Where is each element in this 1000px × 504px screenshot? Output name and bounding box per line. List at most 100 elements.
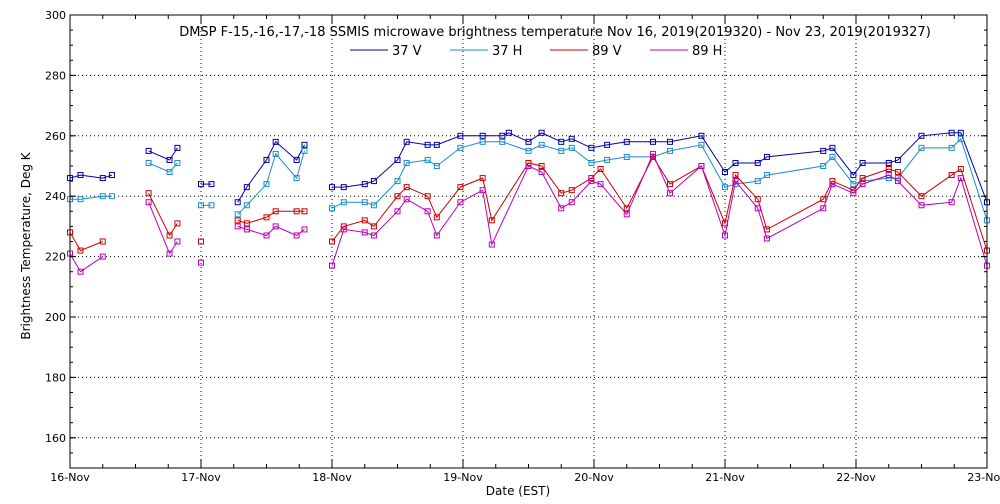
data-point bbox=[234, 199, 241, 206]
data-point bbox=[208, 181, 215, 188]
data-point bbox=[403, 184, 410, 191]
data-point bbox=[166, 250, 173, 257]
data-point bbox=[293, 175, 300, 182]
data-point bbox=[424, 208, 431, 215]
data-point bbox=[272, 138, 279, 145]
x-tick-label: 19-Nov bbox=[443, 471, 483, 484]
data-point bbox=[568, 135, 575, 142]
data-point bbox=[588, 178, 595, 185]
series-line bbox=[237, 225, 305, 237]
data-point bbox=[243, 226, 250, 233]
series-line bbox=[69, 232, 103, 252]
x-tick-label: 21-Nov bbox=[705, 471, 745, 484]
data-point bbox=[99, 175, 106, 182]
data-point bbox=[479, 175, 486, 182]
y-tick-label: 180 bbox=[45, 371, 66, 384]
data-point bbox=[433, 141, 440, 148]
data-point bbox=[361, 229, 368, 236]
series-line bbox=[148, 192, 178, 237]
data-point bbox=[604, 156, 611, 163]
data-point bbox=[850, 181, 857, 188]
data-point bbox=[623, 211, 630, 218]
data-point bbox=[918, 202, 925, 209]
data-point bbox=[538, 169, 545, 176]
data-point bbox=[457, 144, 464, 151]
series-line bbox=[332, 132, 988, 203]
data-point bbox=[394, 208, 401, 215]
data-point bbox=[698, 141, 705, 148]
data-point bbox=[488, 217, 495, 224]
data-point bbox=[208, 202, 215, 209]
series-line bbox=[148, 147, 178, 161]
series-line bbox=[331, 152, 988, 266]
data-point bbox=[754, 159, 761, 166]
data-point bbox=[234, 211, 241, 218]
data-point bbox=[457, 184, 464, 191]
y-tick-label: 200 bbox=[45, 311, 66, 324]
series-line bbox=[237, 210, 305, 224]
data-point bbox=[457, 132, 464, 139]
data-point bbox=[604, 141, 611, 148]
data-point bbox=[77, 172, 84, 179]
data-point bbox=[820, 163, 827, 169]
data-point bbox=[597, 181, 604, 188]
data-point bbox=[918, 144, 925, 151]
data-point bbox=[754, 178, 761, 185]
data-point bbox=[166, 232, 173, 239]
data-point bbox=[666, 190, 673, 197]
y-tick-label: 220 bbox=[45, 251, 66, 264]
data-point bbox=[145, 199, 152, 206]
data-point bbox=[174, 144, 181, 151]
data-point bbox=[479, 138, 486, 145]
data-point bbox=[394, 156, 401, 163]
data-point bbox=[499, 138, 506, 145]
data-point bbox=[301, 141, 308, 148]
data-point bbox=[538, 163, 545, 169]
data-point bbox=[698, 132, 705, 139]
data-point bbox=[948, 199, 955, 206]
data-point bbox=[666, 147, 673, 154]
x-tick-label: 23-Nov bbox=[967, 471, 1000, 484]
data-point bbox=[763, 235, 770, 242]
data-point bbox=[394, 193, 401, 200]
data-point bbox=[525, 147, 532, 154]
data-point bbox=[361, 217, 368, 224]
series-line bbox=[237, 150, 305, 215]
data-point bbox=[370, 202, 377, 209]
data-point bbox=[370, 232, 377, 239]
data-point bbox=[558, 147, 565, 154]
data-point bbox=[361, 181, 368, 188]
data-point bbox=[820, 205, 827, 212]
data-point bbox=[272, 223, 279, 230]
data-point bbox=[198, 202, 204, 209]
data-point bbox=[263, 181, 270, 188]
data-point bbox=[394, 178, 401, 185]
data-point bbox=[754, 196, 761, 203]
data-point bbox=[568, 199, 575, 206]
data-point bbox=[479, 132, 486, 139]
data-point bbox=[433, 163, 440, 169]
data-point bbox=[722, 169, 728, 176]
data-point bbox=[424, 193, 431, 200]
data-point bbox=[403, 196, 410, 203]
data-point bbox=[957, 175, 964, 182]
data-point bbox=[732, 178, 739, 185]
data-point bbox=[918, 132, 925, 139]
data-point bbox=[293, 208, 300, 215]
data-point bbox=[754, 205, 761, 212]
series-89-h bbox=[67, 150, 990, 275]
data-point bbox=[433, 232, 440, 239]
data-point bbox=[99, 193, 106, 200]
data-point bbox=[433, 214, 440, 221]
data-point bbox=[243, 184, 250, 191]
legend: 37 V 37 H 89 V 89 H bbox=[350, 44, 722, 59]
data-point bbox=[505, 129, 512, 136]
data-point bbox=[361, 199, 368, 206]
data-point bbox=[948, 144, 955, 151]
data-point bbox=[263, 232, 270, 239]
data-point bbox=[243, 220, 250, 227]
data-point bbox=[198, 238, 204, 245]
data-point bbox=[666, 181, 673, 188]
data-point bbox=[340, 226, 347, 233]
